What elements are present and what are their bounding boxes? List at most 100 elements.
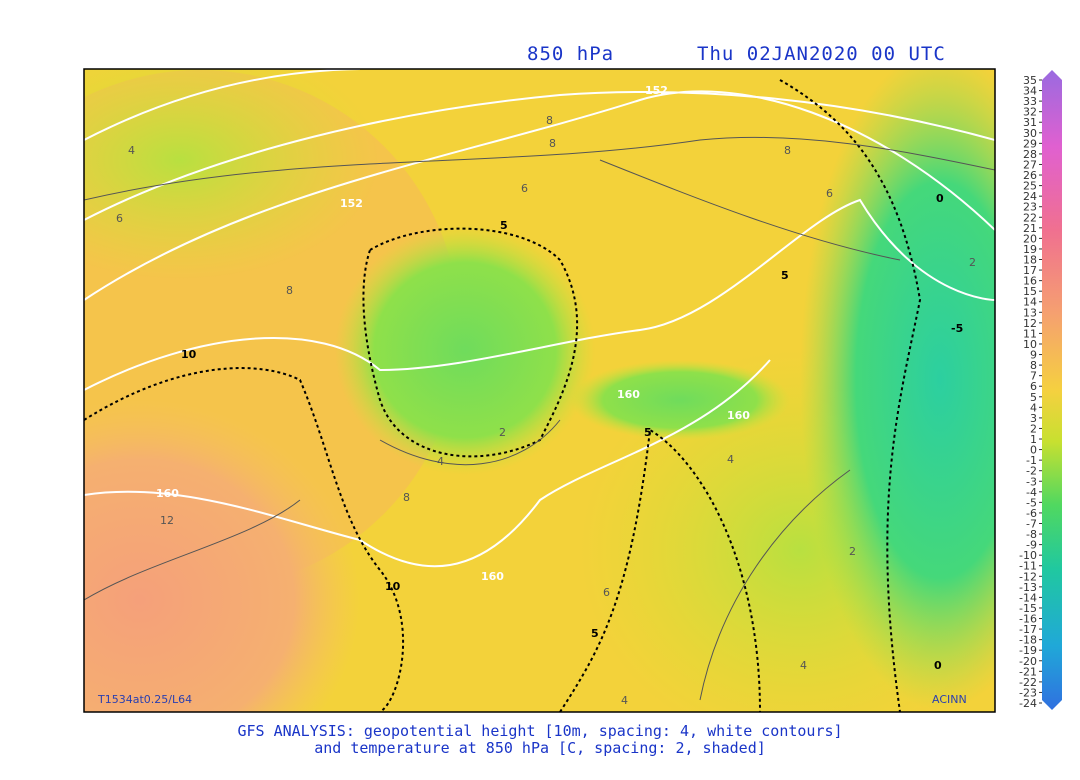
contour-label: 0 [934, 659, 942, 672]
contour-label: 160 [727, 409, 750, 422]
colorbar-tick-label: 21 [1023, 222, 1037, 235]
contour-label: 2 [849, 545, 856, 558]
contour-label: 5 [644, 426, 652, 439]
colorbar-tick-label: -7 [1026, 517, 1037, 530]
colorbar-tick-label: 22 [1023, 211, 1037, 224]
colorbar-tick-label: 25 [1023, 180, 1037, 193]
contour-label: 160 [617, 388, 640, 401]
footer-line: and temperature at 850 hPa [C, spacing: … [314, 739, 766, 757]
colorbar-tick-label: 14 [1023, 296, 1037, 309]
colorbar-tick-label: 34 [1023, 85, 1037, 98]
colorbar-tick-label: 2 [1030, 422, 1037, 435]
colorbar-tick-label: 26 [1023, 169, 1037, 182]
colorbar-tick-label: -15 [1019, 602, 1037, 615]
colorbar-tick-label: -10 [1019, 549, 1037, 562]
colorbar-tick-label: -18 [1019, 634, 1037, 647]
colorbar-tick-label: 8 [1030, 359, 1037, 372]
colorbar-tick-label: 23 [1023, 201, 1037, 214]
colorbar-tick-label: 6 [1030, 380, 1037, 393]
colorbar-tick-label: 33 [1023, 95, 1037, 108]
colorbar-tick-label: 3 [1030, 412, 1037, 425]
contour-label: 6 [116, 212, 123, 225]
contour-label: 8 [403, 491, 410, 504]
contour-label: 4 [128, 144, 135, 157]
colorbar-tick-label: 30 [1023, 127, 1037, 140]
contour-label: 160 [156, 487, 179, 500]
colorbar-tick-label: 17 [1023, 264, 1037, 277]
contour-label: 8 [549, 137, 556, 150]
map [84, 69, 995, 712]
contour-label: 4 [437, 455, 444, 468]
colorbar-tick-label: -20 [1019, 655, 1037, 668]
colorbar-tick-label: -12 [1019, 570, 1037, 583]
colorbar-tick-label: -17 [1019, 623, 1037, 636]
colorbar-tick-label: -11 [1019, 560, 1037, 573]
colorbar-tick-label: 28 [1023, 148, 1037, 161]
colorbar-tick-label: 9 [1030, 349, 1037, 362]
colorbar-tick-label: -24 [1019, 697, 1037, 710]
colorbar-tick-label: -5 [1026, 496, 1037, 509]
colorbar-tick-label: 0 [1030, 444, 1037, 457]
contour-label: 8 [286, 284, 293, 297]
colorbar-tick-label: -14 [1019, 591, 1037, 604]
contour-label: 8 [546, 114, 553, 127]
colorbar-tick-label: 27 [1023, 158, 1037, 171]
colorbar-tick-label: 18 [1023, 254, 1037, 267]
map-frame [83, 68, 996, 713]
contour-label: 2 [969, 256, 976, 269]
colorbar: 3534333231302928272625242322212019181716… [1019, 70, 1062, 710]
colorbar-tick-label: -2 [1026, 465, 1037, 478]
colorbar-tick-label: 31 [1023, 116, 1037, 129]
colorbar-tick-label: -6 [1026, 507, 1037, 520]
colorbar-tick-label: 1 [1030, 433, 1037, 446]
colorbar-tick-label: 24 [1023, 190, 1037, 203]
colorbar-tick-label: -22 [1019, 676, 1037, 689]
contour-label: 6 [826, 187, 833, 200]
colorbar-tick-label: -21 [1019, 665, 1037, 678]
colorbar-tick-label: 5 [1030, 391, 1037, 404]
contour-labels: 152 152 160 160 160 160 10 10 5 5 5 5 0 … [116, 84, 976, 707]
colorbar-tick-label: 19 [1023, 243, 1037, 256]
colorbar-tick-label: 15 [1023, 285, 1037, 298]
contour-label: 6 [603, 586, 610, 599]
colorbar-tick-label: 20 [1023, 232, 1037, 245]
colorbar-tick-label: 13 [1023, 306, 1037, 319]
colorbar-tick-label: -13 [1019, 581, 1037, 594]
colorbar-tick-label: 35 [1023, 74, 1037, 87]
contour-label: 5 [591, 627, 599, 640]
time: Thu 02JAN2020 00 UTC [697, 43, 946, 65]
colorbar-tick-label: 11 [1023, 327, 1037, 340]
colorbar-scale [1042, 70, 1062, 710]
colorbar-tick-label: 32 [1023, 106, 1037, 119]
colorbar-tick-label: 12 [1023, 317, 1037, 330]
contour-label: -5 [951, 322, 963, 335]
colorbar-tick-label: -19 [1019, 644, 1037, 657]
contour-label: 12 [160, 514, 174, 527]
contour-label: 2 [499, 426, 506, 439]
contour-label: 5 [781, 269, 789, 282]
colorbar-tick-label: -4 [1026, 486, 1037, 499]
contour-label: 10 [385, 580, 401, 593]
footer-line: GFS ANALYSIS: geopotential height [10m, … [237, 722, 842, 740]
colorbar-tick-label: -16 [1019, 613, 1037, 626]
contour-label: 0 [936, 192, 944, 205]
colorbar-tick-label: -8 [1026, 528, 1037, 541]
colorbar-tick-label: 4 [1030, 401, 1037, 414]
contour-label: 152 [340, 197, 363, 210]
contour-label: 160 [481, 570, 504, 583]
colorbar-tick-label: -3 [1026, 475, 1037, 488]
level: 850 hPa [527, 43, 614, 65]
contour-label: 8 [784, 144, 791, 157]
colorbar-tick-label: 7 [1030, 370, 1037, 383]
contour-label: 152 [645, 84, 668, 97]
colorbar-tick-label: -1 [1026, 454, 1037, 467]
contour-label: 10 [181, 348, 197, 361]
contour-label: 6 [521, 182, 528, 195]
model-label: T1534at0.25/L64 [97, 693, 192, 706]
colorbar-tick-label: 29 [1023, 137, 1037, 150]
colorbar-tick-label: -23 [1019, 686, 1037, 699]
contour-label: 4 [800, 659, 807, 672]
colorbar-tick-label: 16 [1023, 275, 1037, 288]
colorbar-tick-label: 10 [1023, 338, 1037, 351]
